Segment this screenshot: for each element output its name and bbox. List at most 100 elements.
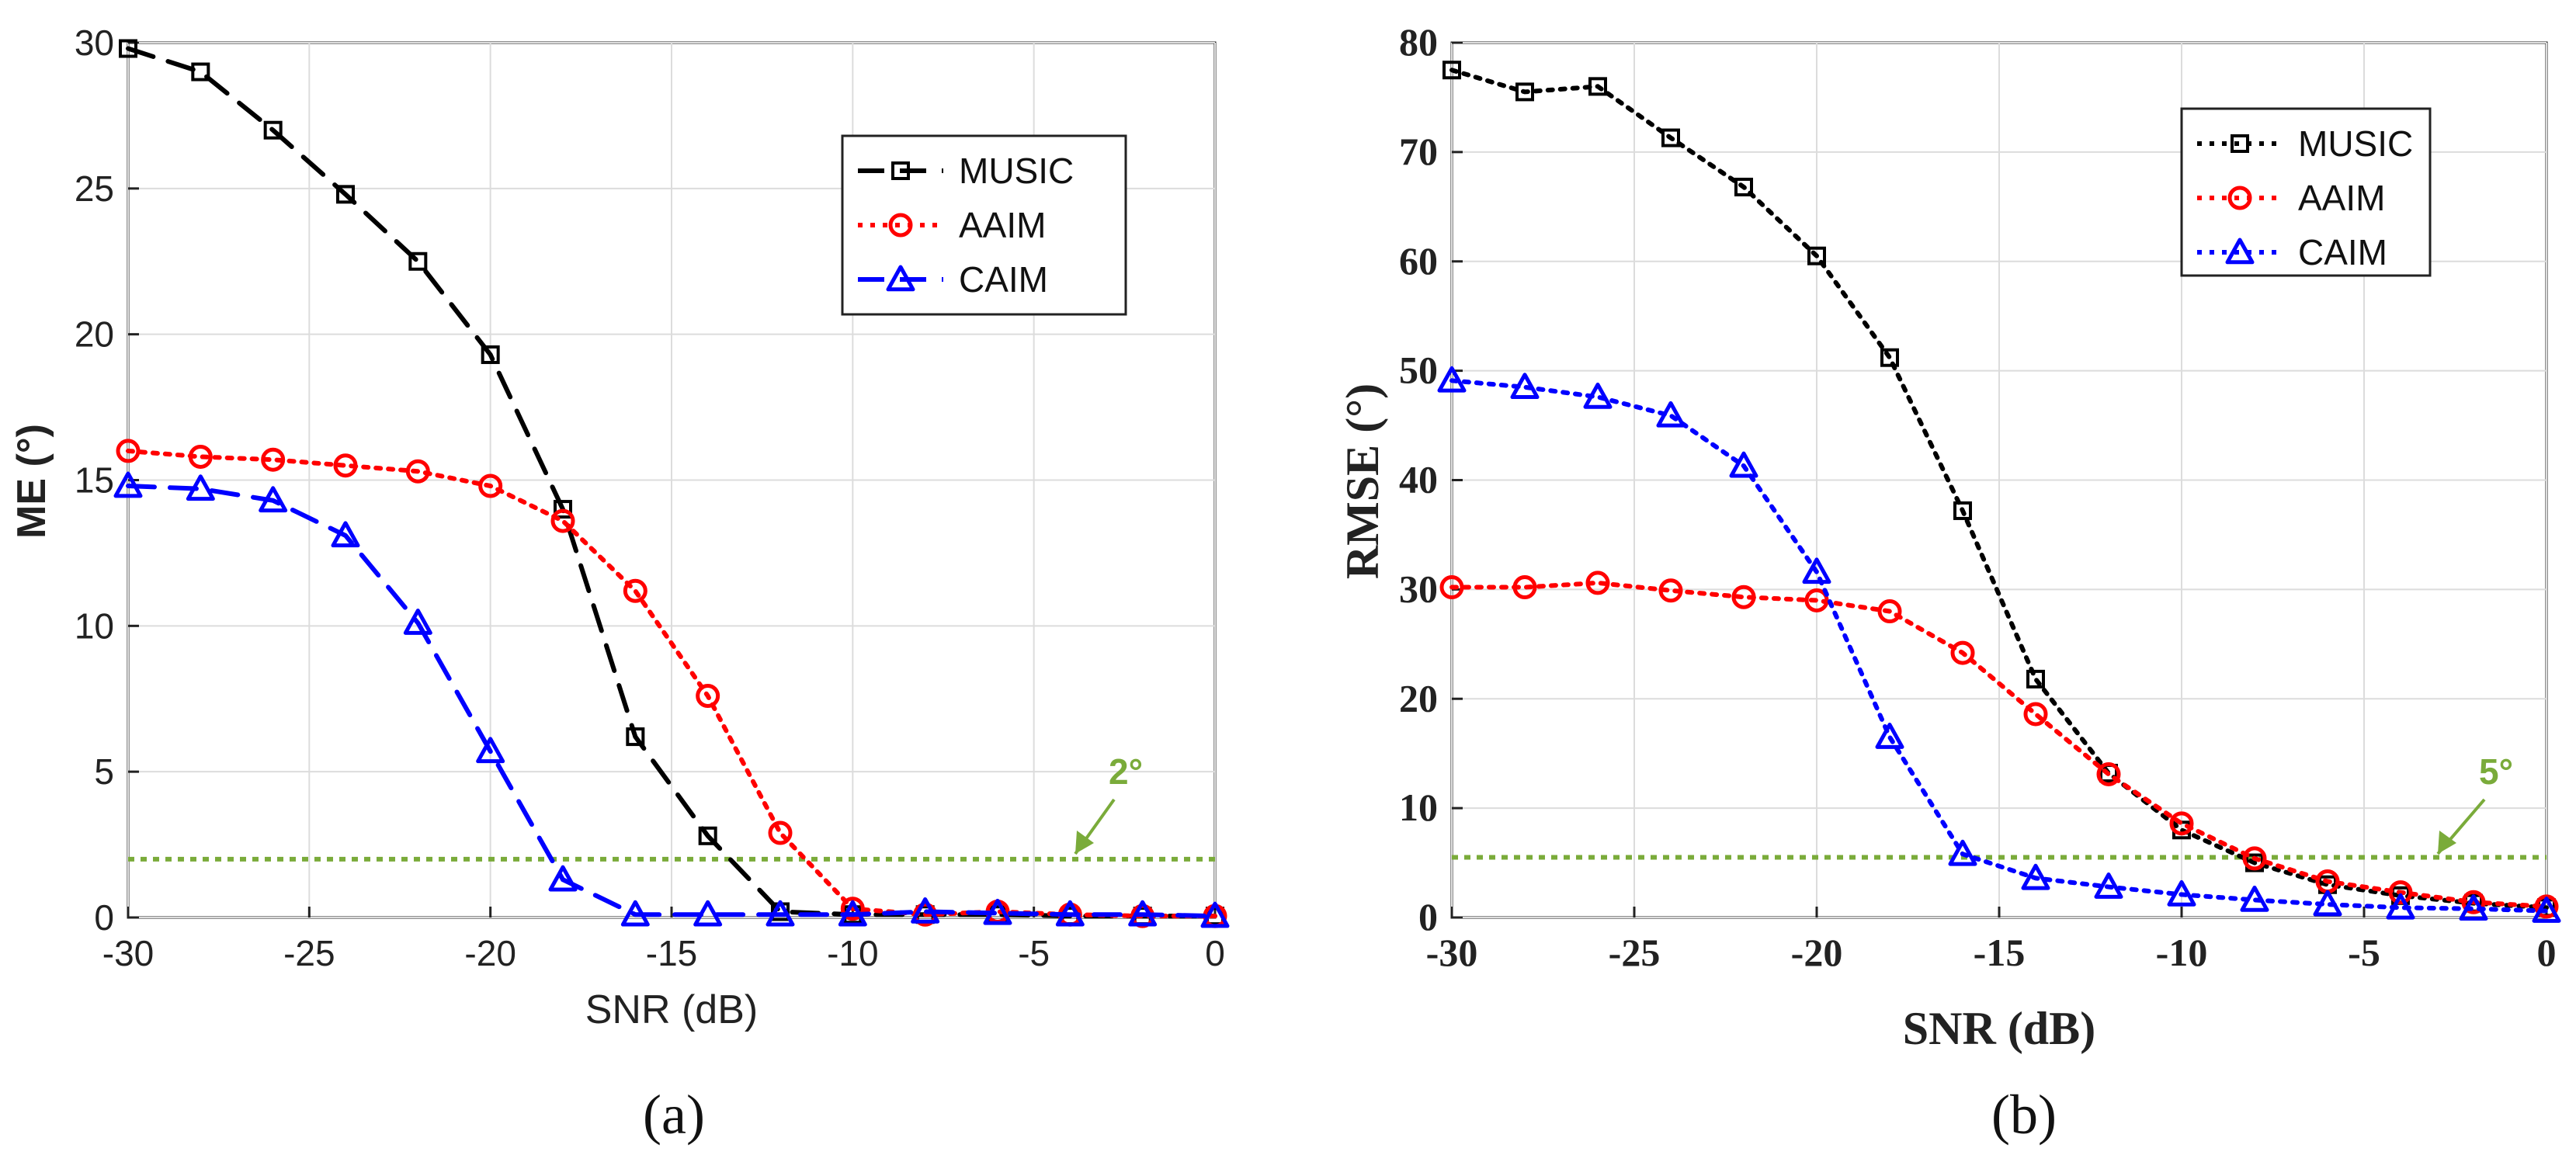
series-line-music — [126, 46, 1217, 919]
y-tick-label: 10 — [75, 605, 114, 646]
data-point-caim — [1729, 451, 1758, 478]
x-tick-label: -20 — [1791, 931, 1843, 974]
data-point-caim — [403, 609, 432, 635]
data-point-aaim — [1877, 599, 1902, 624]
x-ticks-a: -30 -25 -20 -15 -10 -5 0 — [102, 907, 1225, 973]
y-tick-label: 10 — [1399, 786, 1438, 829]
x-tick-label: -20 — [464, 933, 516, 973]
y-tick-label: 70 — [1399, 130, 1438, 173]
series-line-music — [1449, 68, 2549, 911]
y-axis-label-a: ME (°) — [9, 424, 54, 539]
data-point-aaim — [550, 508, 575, 533]
data-point-aaim — [261, 447, 286, 472]
threshold-b: 5° — [1452, 751, 2546, 860]
legend-label-caim: CAIM — [959, 259, 1048, 300]
y-axis-label-b: RMSE (°) — [1337, 383, 1388, 579]
series-b — [1437, 61, 2561, 923]
data-point-caim — [1802, 557, 1831, 584]
data-point-aaim — [478, 473, 503, 498]
legend-marker-caim — [2225, 238, 2255, 265]
caption-a: (a) — [643, 1084, 705, 1146]
y-tick-label: 20 — [75, 314, 114, 355]
data-point-caim — [331, 521, 360, 548]
data-point-music — [626, 727, 645, 747]
data-point-music — [1880, 348, 1899, 367]
data-point-aaim — [840, 897, 865, 921]
data-point-aaim — [1512, 575, 1537, 600]
data-point-caim — [983, 898, 1012, 925]
x-tick-label: -15 — [1974, 931, 2026, 974]
data-point-aaim — [2461, 890, 2486, 914]
data-point-caim — [476, 737, 505, 764]
chart-panel-a: -30 -25 -20 -15 -10 -5 0 0 5 10 15 20 25 30 2° MUSIC… — [9, 23, 1230, 1146]
data-point-aaim — [2242, 846, 2267, 871]
data-point-caim — [2167, 879, 2196, 907]
data-point-music — [1442, 61, 1461, 80]
y-tick-label: 0 — [1418, 895, 1438, 938]
data-point-caim — [1656, 401, 1686, 428]
data-point-caim — [838, 900, 867, 927]
data-point-caim — [259, 486, 288, 513]
data-point-aaim — [333, 453, 358, 478]
data-point-caim — [1437, 366, 1467, 393]
data-point-caim — [1510, 373, 1540, 400]
legend-marker-aaim — [888, 213, 913, 238]
x-tick-label: -5 — [1018, 933, 1050, 973]
data-point-aaim — [116, 439, 141, 463]
y-tick-label: 25 — [75, 168, 114, 209]
data-point-caim — [2532, 897, 2561, 923]
data-point-music — [408, 251, 428, 271]
x-tick-label: -15 — [646, 933, 697, 973]
y-tick-label: 0 — [94, 897, 114, 938]
series-line-caim — [1449, 378, 2549, 914]
data-point-caim — [2386, 893, 2415, 920]
y-tick-label: 80 — [1399, 20, 1438, 64]
data-point-music — [1734, 177, 1753, 196]
y-tick-label: 30 — [1399, 567, 1438, 610]
data-point-aaim — [696, 683, 720, 708]
x-tick-label: -25 — [283, 933, 335, 973]
legend-marker-caim — [886, 265, 915, 292]
data-point-caim — [2313, 890, 2342, 917]
y-tick-label: 60 — [1399, 239, 1438, 283]
y-tick-label: 5 — [94, 751, 114, 792]
data-point-aaim — [188, 444, 213, 469]
data-point-caim — [1875, 723, 1904, 749]
data-point-music — [263, 120, 283, 140]
data-point-music — [336, 185, 355, 204]
legend-label-aaim: AAIM — [2298, 178, 2385, 218]
legend-box — [2180, 107, 2432, 277]
x-tick-label: 0 — [2537, 931, 2557, 974]
data-point-music — [554, 500, 572, 519]
x-tick-label: 0 — [1205, 933, 1225, 973]
data-point-music — [191, 62, 210, 82]
y-ticks-a: 0 5 10 15 20 25 30 — [75, 23, 139, 938]
data-point-aaim — [1804, 588, 1829, 612]
data-point-caim — [548, 865, 578, 892]
legend-marker-aaim — [2227, 186, 2252, 210]
legend-label-music: MUSIC — [959, 151, 1074, 191]
data-point-aaim — [1439, 575, 1464, 600]
data-point-aaim — [2169, 811, 2194, 836]
x-tick-label: -30 — [1426, 931, 1478, 974]
data-point-music — [1661, 128, 1680, 147]
data-point-caim — [620, 900, 650, 927]
legend-label-music: MUSIC — [2298, 123, 2413, 164]
data-point-caim — [186, 474, 215, 501]
data-point-aaim — [1585, 571, 1610, 595]
y-tick-label: 50 — [1399, 349, 1438, 392]
data-point-caim — [113, 471, 143, 498]
x-tick-label: -10 — [827, 933, 878, 973]
data-point-aaim — [768, 820, 793, 845]
series-a — [113, 39, 1230, 928]
y-tick-label: 30 — [75, 23, 114, 63]
data-point-caim — [1948, 839, 1977, 866]
series-line-aaim — [126, 448, 1217, 919]
data-point-music — [698, 826, 717, 845]
threshold-arrow-head — [2438, 831, 2456, 854]
caption-b: (b) — [1991, 1084, 2057, 1146]
data-point-caim — [766, 900, 795, 927]
data-point-music — [1953, 501, 1972, 520]
